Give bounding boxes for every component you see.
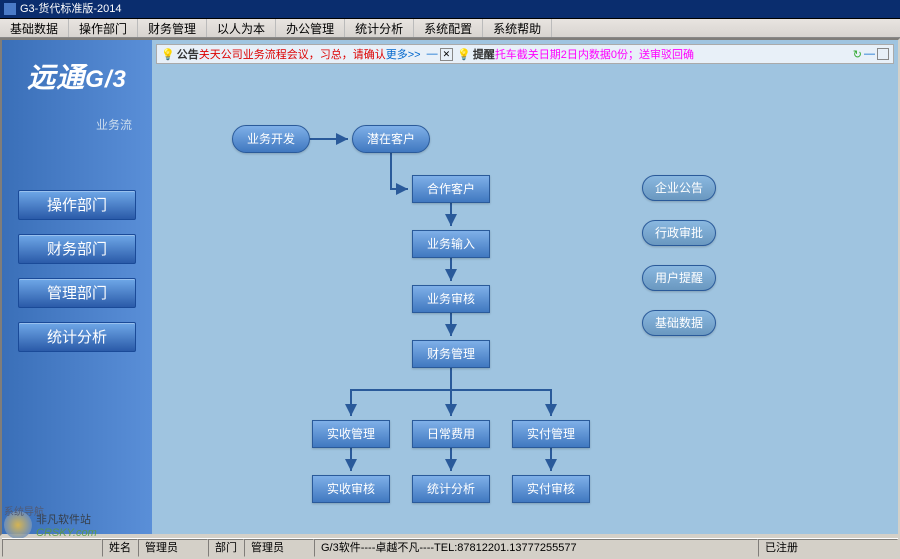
bulb-icon: 💡 — [161, 48, 175, 61]
status-name-value: 管理员 — [138, 539, 208, 557]
status-reg: 已注册 — [758, 539, 898, 557]
refresh-icon[interactable]: ↻ — [853, 48, 862, 61]
notice-text-2: 托车截关日期2日内数据0份；送审驳回确 — [495, 46, 694, 62]
bulb-icon-2: 💡 — [457, 48, 471, 61]
node-fin-mgmt[interactable]: 财务管理 — [412, 340, 490, 368]
logo-prefix: 远通 — [27, 62, 85, 93]
notice-label-2: 提醒 — [473, 46, 495, 62]
notice-more[interactable]: 更多>> — [386, 46, 421, 62]
sidebar-btn-finance[interactable]: 财务部门 — [18, 234, 136, 264]
node-user-remind[interactable]: 用户提醒 — [642, 265, 716, 291]
node-potential[interactable]: 潜在客户 — [352, 125, 430, 153]
logo: 远通G/3 — [27, 56, 127, 96]
node-biz-input[interactable]: 业务输入 — [412, 230, 490, 258]
menu-config[interactable]: 系统配置 — [414, 19, 483, 37]
sidebar-btn-mgmt[interactable]: 管理部门 — [18, 278, 136, 308]
node-pay-audit[interactable]: 实付审核 — [512, 475, 590, 503]
watermark-line1: 非凡软件站 — [36, 511, 97, 527]
status-name-label: 姓名 — [102, 539, 138, 557]
menu-people[interactable]: 以人为本 — [207, 19, 276, 37]
sidebar-subtitle: 业务流 — [96, 116, 132, 133]
node-admin-appr[interactable]: 行政审批 — [642, 220, 716, 246]
menu-help[interactable]: 系统帮助 — [483, 19, 552, 37]
app-icon — [4, 3, 16, 15]
window-title: G3-货代标准版-2014 — [20, 0, 121, 18]
menu-ops[interactable]: 操作部门 — [69, 19, 138, 37]
node-stat-ana[interactable]: 统计分析 — [412, 475, 490, 503]
menubar: 基础数据 操作部门 财务管理 以人为本 办公管理 统计分析 系统配置 系统帮助 — [0, 18, 900, 38]
flowchart: 业务开发 潜在客户合作客户业务输入业务审核财务管理实收管理日常费用实付管理实收审核… — [152, 70, 898, 534]
menu-finance[interactable]: 财务管理 — [138, 19, 207, 37]
notice-text-1: 关天公司业务流程会议，习总，请确认 — [199, 46, 386, 62]
node-biz-dev[interactable]: 业务开发 — [232, 125, 310, 153]
logo-suffix: G/3 — [85, 66, 127, 93]
watermark-overlay: 系统导航 — [4, 503, 44, 518]
node-pay-mgmt[interactable]: 实付管理 — [512, 420, 590, 448]
watermark: 非凡软件站 CRSKY.com 系统导航 — [4, 511, 97, 539]
menu-office[interactable]: 办公管理 — [276, 19, 345, 37]
sidebar-btn-stats[interactable]: 统计分析 — [18, 322, 136, 352]
notice-label-1: 公告 — [177, 46, 199, 62]
sidebar: 远通G/3 业务流 操作部门 财务部门 管理部门 统计分析 — [2, 40, 152, 534]
status-dept-label: 部门 — [208, 539, 244, 557]
min-icon[interactable]: — — [427, 48, 438, 60]
close-icon-2[interactable] — [877, 48, 889, 60]
node-base-data[interactable]: 基础数据 — [642, 310, 716, 336]
sidebar-btn-ops[interactable]: 操作部门 — [18, 190, 136, 220]
close-icon[interactable]: ✕ — [440, 48, 454, 61]
notice-bar: 💡 公告 关天公司业务流程会议，习总，请确认 更多>> — ✕ 💡 提醒 托车截… — [156, 44, 894, 64]
node-ent-notice[interactable]: 企业公告 — [642, 175, 716, 201]
main-area: 远通G/3 业务流 操作部门 财务部门 管理部门 统计分析 💡 公告 关天公司业… — [0, 38, 900, 536]
content: 💡 公告 关天公司业务流程会议，习总，请确认 更多>> — ✕ 💡 提醒 托车截… — [152, 40, 898, 534]
node-recv-mgmt[interactable]: 实收管理 — [312, 420, 390, 448]
status-empty — [2, 539, 102, 557]
menu-stats[interactable]: 统计分析 — [345, 19, 414, 37]
status-app-info: G/3软件----卓越不凡----TEL:87812201.1377725557… — [314, 539, 758, 557]
node-biz-audit[interactable]: 业务审核 — [412, 285, 490, 313]
min-icon-2[interactable]: — — [864, 48, 875, 61]
statusbar: 姓名 管理员 部门 管理员 G/3软件----卓越不凡----TEL:87812… — [2, 538, 898, 557]
titlebar: G3-货代标准版-2014 — [0, 0, 900, 18]
status-dept-value: 管理员 — [244, 539, 314, 557]
menu-basedata[interactable]: 基础数据 — [0, 19, 69, 37]
node-coop[interactable]: 合作客户 — [412, 175, 490, 203]
node-recv-audit[interactable]: 实收审核 — [312, 475, 390, 503]
node-daily-exp[interactable]: 日常费用 — [412, 420, 490, 448]
